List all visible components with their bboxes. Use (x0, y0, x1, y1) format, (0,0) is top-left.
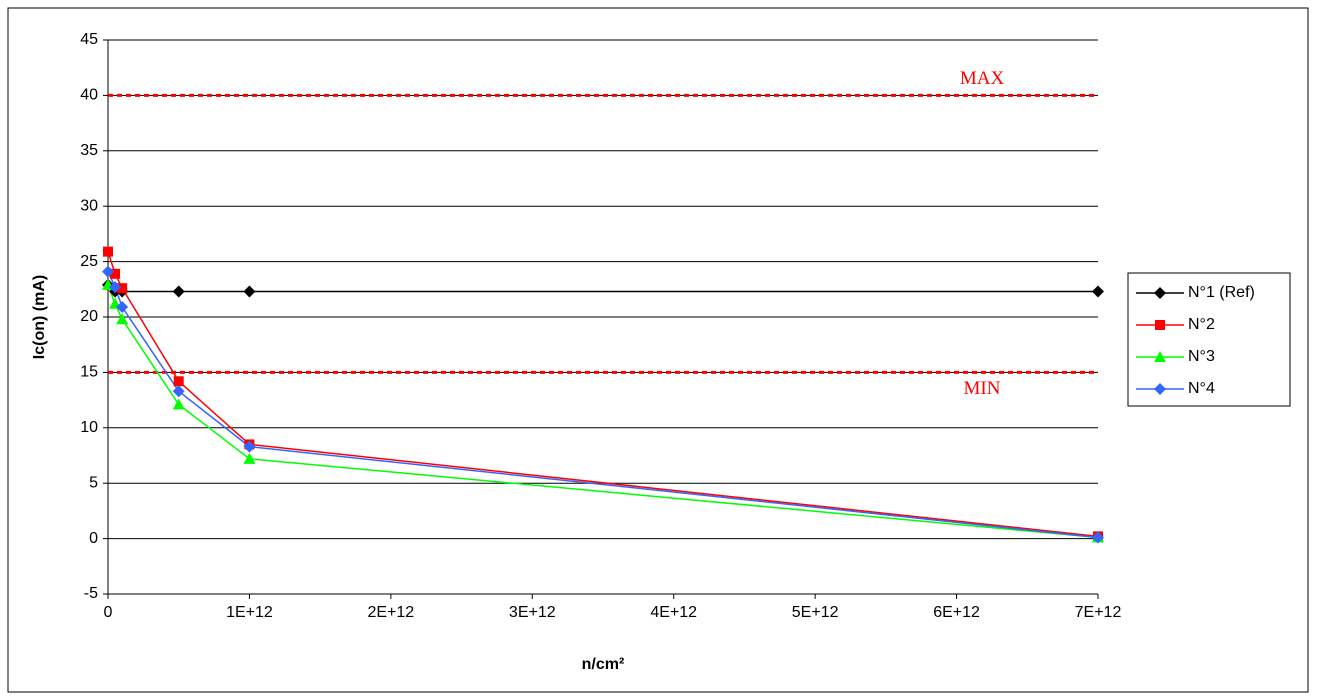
y-tick-label: 30 (80, 197, 98, 214)
y-tick-label: 10 (80, 419, 98, 436)
marker (110, 268, 121, 279)
x-tick-label: 1E+12 (226, 604, 273, 621)
reference-label: MAX (960, 68, 1005, 89)
marker (109, 281, 122, 294)
legend: N°1 (Ref) N°2 N°3 N°4 (1127, 272, 1291, 407)
y-tick-label: 5 (89, 474, 98, 491)
x-tick-label: 7E+12 (1075, 604, 1122, 621)
y-tick-label: 35 (80, 142, 98, 159)
marker (1092, 285, 1104, 298)
x-tick-label: 2E+12 (367, 604, 414, 621)
x-tick-label: 0 (104, 604, 113, 621)
marker (103, 246, 113, 257)
reference-label: MIN (964, 378, 1001, 399)
x-tick-label: 5E+12 (792, 604, 839, 621)
legend-label: N°4 (1188, 380, 1215, 397)
x-tick-label: 6E+12 (933, 604, 980, 621)
legend-box (1127, 272, 1291, 407)
marker (1154, 287, 1166, 299)
marker (243, 452, 256, 464)
y-axis-label: Ic(on) (mA) (31, 275, 48, 359)
y-tick-label: 15 (80, 364, 98, 381)
marker (1092, 531, 1104, 544)
y-tick-label: 25 (80, 253, 98, 270)
x-axis-label: n/cm² (582, 656, 625, 673)
legend-label: N°2 (1188, 316, 1215, 333)
marker (172, 385, 185, 398)
marker (117, 283, 128, 294)
marker (1154, 383, 1166, 395)
y-tick-label: 40 (80, 87, 98, 104)
legend-label: N°3 (1188, 348, 1215, 365)
y-tick-label: 45 (80, 31, 98, 48)
marker (116, 313, 129, 325)
marker (173, 376, 184, 387)
x-tick-label: 3E+12 (509, 604, 556, 621)
marker (243, 285, 256, 298)
chart-border (7, 7, 1309, 693)
x-tick-label: 4E+12 (650, 604, 697, 621)
marker (172, 398, 185, 410)
marker (102, 265, 114, 278)
y-tick-label: 0 (89, 530, 98, 547)
marker (1154, 351, 1166, 362)
marker (243, 440, 256, 453)
y-tick-label: -5 (84, 585, 98, 602)
marker (116, 301, 129, 314)
legend-label: N°1 (Ref) (1188, 284, 1255, 301)
y-tick-label: 20 (80, 308, 98, 325)
marker (172, 285, 185, 298)
marker (1155, 320, 1165, 330)
